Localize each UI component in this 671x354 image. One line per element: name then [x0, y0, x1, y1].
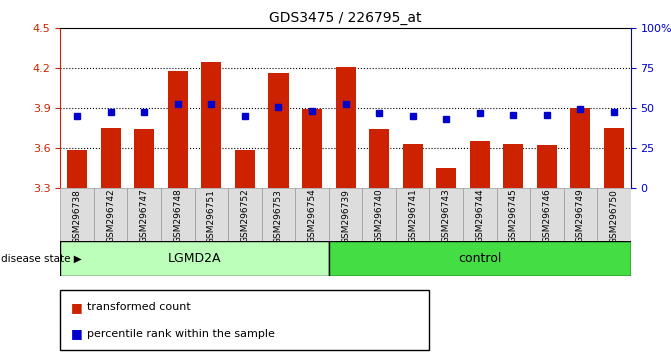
Text: percentile rank within the sample: percentile rank within the sample — [87, 329, 275, 339]
Text: GSM296749: GSM296749 — [576, 189, 585, 244]
Bar — [463, 188, 497, 241]
Bar — [295, 188, 329, 241]
Bar — [127, 188, 161, 241]
Bar — [597, 188, 631, 241]
Text: GSM296745: GSM296745 — [509, 189, 518, 244]
Bar — [168, 71, 188, 188]
Bar — [235, 150, 255, 188]
Bar — [564, 188, 597, 241]
Bar — [302, 109, 322, 188]
Text: ■: ■ — [70, 301, 83, 314]
Text: GSM296741: GSM296741 — [408, 189, 417, 244]
Bar — [396, 188, 429, 241]
Bar — [497, 188, 530, 241]
Text: LGMD2A: LGMD2A — [168, 252, 221, 265]
Bar — [336, 67, 356, 188]
Bar — [329, 241, 631, 276]
Text: disease state ▶: disease state ▶ — [1, 253, 81, 263]
Text: GSM296753: GSM296753 — [274, 189, 283, 244]
Bar — [201, 62, 221, 188]
Bar — [262, 188, 295, 241]
Text: GDS3475 / 226795_at: GDS3475 / 226795_at — [269, 11, 422, 25]
Bar — [570, 108, 590, 188]
Text: ■: ■ — [70, 327, 83, 340]
Bar — [161, 188, 195, 241]
Bar — [530, 188, 564, 241]
Bar — [101, 128, 121, 188]
Bar — [268, 74, 289, 188]
Bar — [94, 188, 127, 241]
Text: control: control — [458, 252, 501, 265]
Bar — [67, 150, 87, 188]
Bar — [429, 188, 463, 241]
Bar — [403, 144, 423, 188]
Bar — [369, 129, 389, 188]
Bar — [329, 188, 362, 241]
Text: transformed count: transformed count — [87, 302, 191, 312]
Text: GSM296738: GSM296738 — [72, 189, 82, 244]
Text: GSM296740: GSM296740 — [374, 189, 384, 244]
Bar — [436, 168, 456, 188]
Text: GSM296744: GSM296744 — [475, 189, 484, 243]
Bar — [604, 128, 624, 188]
Text: GSM296748: GSM296748 — [173, 189, 183, 244]
Text: GSM296752: GSM296752 — [240, 189, 250, 244]
Text: GSM296751: GSM296751 — [207, 189, 216, 244]
Bar — [195, 188, 228, 241]
Bar — [470, 141, 490, 188]
Text: GSM296747: GSM296747 — [140, 189, 149, 244]
Bar — [537, 145, 557, 188]
Bar — [362, 188, 396, 241]
Bar — [228, 188, 262, 241]
Bar — [503, 144, 523, 188]
Bar — [134, 129, 154, 188]
Text: GSM296754: GSM296754 — [307, 189, 317, 244]
Text: GSM296739: GSM296739 — [341, 189, 350, 244]
Bar — [60, 188, 94, 241]
Text: GSM296742: GSM296742 — [106, 189, 115, 243]
Text: GSM296743: GSM296743 — [442, 189, 451, 244]
Text: GSM296746: GSM296746 — [542, 189, 552, 244]
Text: GSM296750: GSM296750 — [609, 189, 619, 244]
Bar — [60, 241, 329, 276]
